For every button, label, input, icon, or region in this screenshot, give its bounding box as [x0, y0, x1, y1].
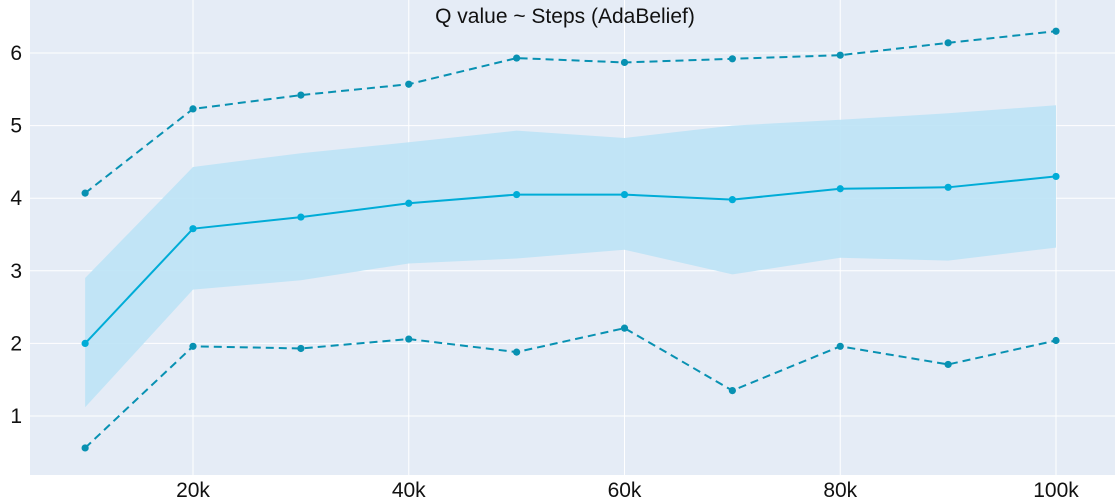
y-tick-label: 2: [10, 332, 22, 355]
data-point: [513, 190, 521, 199]
data-point: [1052, 336, 1060, 345]
x-tick-label: 40k: [392, 479, 426, 501]
x-tick-label: 60k: [608, 479, 642, 501]
data-point: [405, 199, 413, 207]
data-point: [189, 342, 197, 350]
data-point: [836, 51, 844, 59]
data-point: [297, 213, 305, 221]
data-point: [297, 344, 305, 353]
data-point: [189, 105, 197, 113]
series-lines: [84, 30, 1057, 449]
confidence-band: [85, 105, 1056, 408]
series-points: [81, 27, 1060, 452]
y-tick-label: 4: [10, 187, 22, 210]
dashed-series-line: [84, 327, 1057, 449]
data-point: [836, 185, 844, 193]
data-point: [1052, 27, 1060, 35]
data-point: [944, 183, 952, 191]
data-point: [728, 196, 736, 204]
data-point: [405, 80, 413, 88]
data-point: [620, 190, 629, 199]
chart-title: Q value ~ Steps (AdaBelief): [435, 5, 695, 28]
data-point: [944, 360, 952, 369]
confidence-band-area: [85, 105, 1056, 408]
data-point: [836, 342, 844, 350]
data-point: [620, 58, 629, 67]
data-point: [81, 339, 89, 347]
data-point: [728, 386, 736, 395]
x-tick-label: 100k: [1033, 479, 1079, 501]
x-tick-label: 80k: [823, 479, 857, 501]
data-point: [405, 335, 413, 343]
data-point: [513, 348, 521, 356]
data-point: [620, 324, 629, 332]
data-point: [728, 55, 736, 63]
data-point: [189, 225, 197, 233]
data-point: [81, 444, 89, 452]
y-tick-label: 3: [10, 260, 22, 283]
data-point: [81, 189, 89, 197]
data-point: [944, 39, 952, 47]
y-tick-label: 1: [10, 405, 22, 428]
data-point: [1052, 172, 1060, 181]
tick-labels: 1 2 3 4 5 6 20k 40k 60k 80k 100k: [10, 42, 1079, 501]
data-point: [513, 54, 521, 62]
y-tick-label: 6: [10, 42, 22, 65]
data-point: [297, 91, 305, 99]
x-tick-label: 20k: [176, 479, 210, 501]
y-tick-label: 5: [10, 115, 22, 138]
mean-series-line: [84, 175, 1057, 345]
